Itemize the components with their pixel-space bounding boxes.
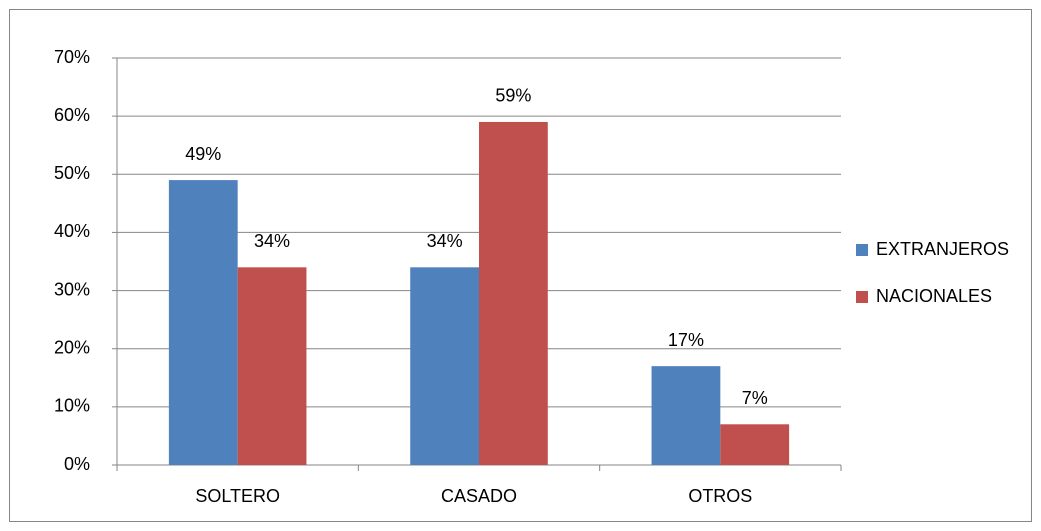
bar	[237, 267, 307, 465]
data-label: 59%	[495, 86, 531, 106]
x-tick-label: SOLTERO	[195, 486, 280, 506]
legend-label: NACIONALES	[876, 286, 992, 306]
y-tick-label: 30%	[54, 279, 90, 299]
bar	[168, 180, 238, 465]
y-tick-label: 60%	[54, 105, 90, 125]
data-label: 7%	[742, 388, 768, 408]
data-label: 49%	[185, 144, 221, 164]
bar	[651, 366, 721, 465]
data-label: 34%	[254, 231, 290, 251]
bar	[410, 267, 479, 465]
y-tick-label: 10%	[54, 396, 90, 416]
y-tick-label: 40%	[54, 221, 90, 241]
bar	[479, 121, 548, 465]
x-tick-label: OTROS	[688, 486, 752, 506]
legend-label: EXTRANJEROS	[876, 239, 1009, 259]
y-tick-label: 20%	[54, 337, 90, 357]
y-tick-label: 0%	[64, 454, 90, 474]
legend-swatch	[856, 244, 868, 256]
x-tick-label: CASADO	[441, 486, 517, 506]
legend-swatch	[856, 291, 868, 303]
bar	[720, 424, 790, 465]
y-tick-label: 50%	[54, 163, 90, 183]
data-label: 34%	[427, 231, 463, 251]
data-label: 17%	[668, 330, 704, 350]
y-tick-label: 70%	[54, 47, 90, 67]
